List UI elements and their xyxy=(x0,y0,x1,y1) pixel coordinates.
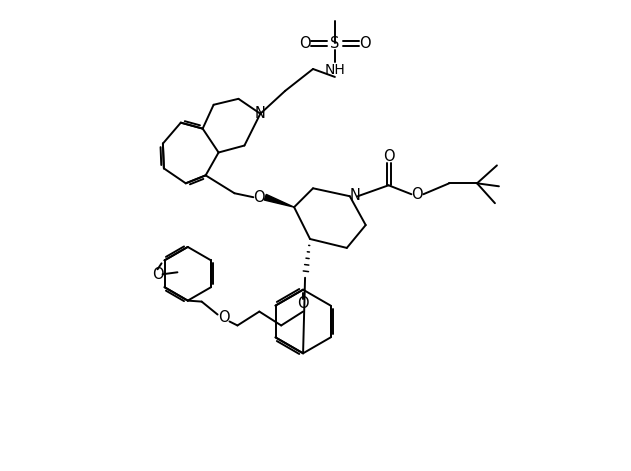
Text: O: O xyxy=(299,36,311,51)
Text: NH: NH xyxy=(324,63,345,77)
Polygon shape xyxy=(264,195,294,207)
Text: N: N xyxy=(350,188,360,203)
Text: O: O xyxy=(383,149,394,164)
Text: O: O xyxy=(218,310,229,325)
Text: O: O xyxy=(359,36,370,51)
Text: O: O xyxy=(151,267,163,282)
Text: N: N xyxy=(255,106,266,121)
Text: O: O xyxy=(297,296,309,311)
Text: O: O xyxy=(254,190,265,205)
Text: S: S xyxy=(330,36,339,51)
Text: O: O xyxy=(411,187,423,202)
